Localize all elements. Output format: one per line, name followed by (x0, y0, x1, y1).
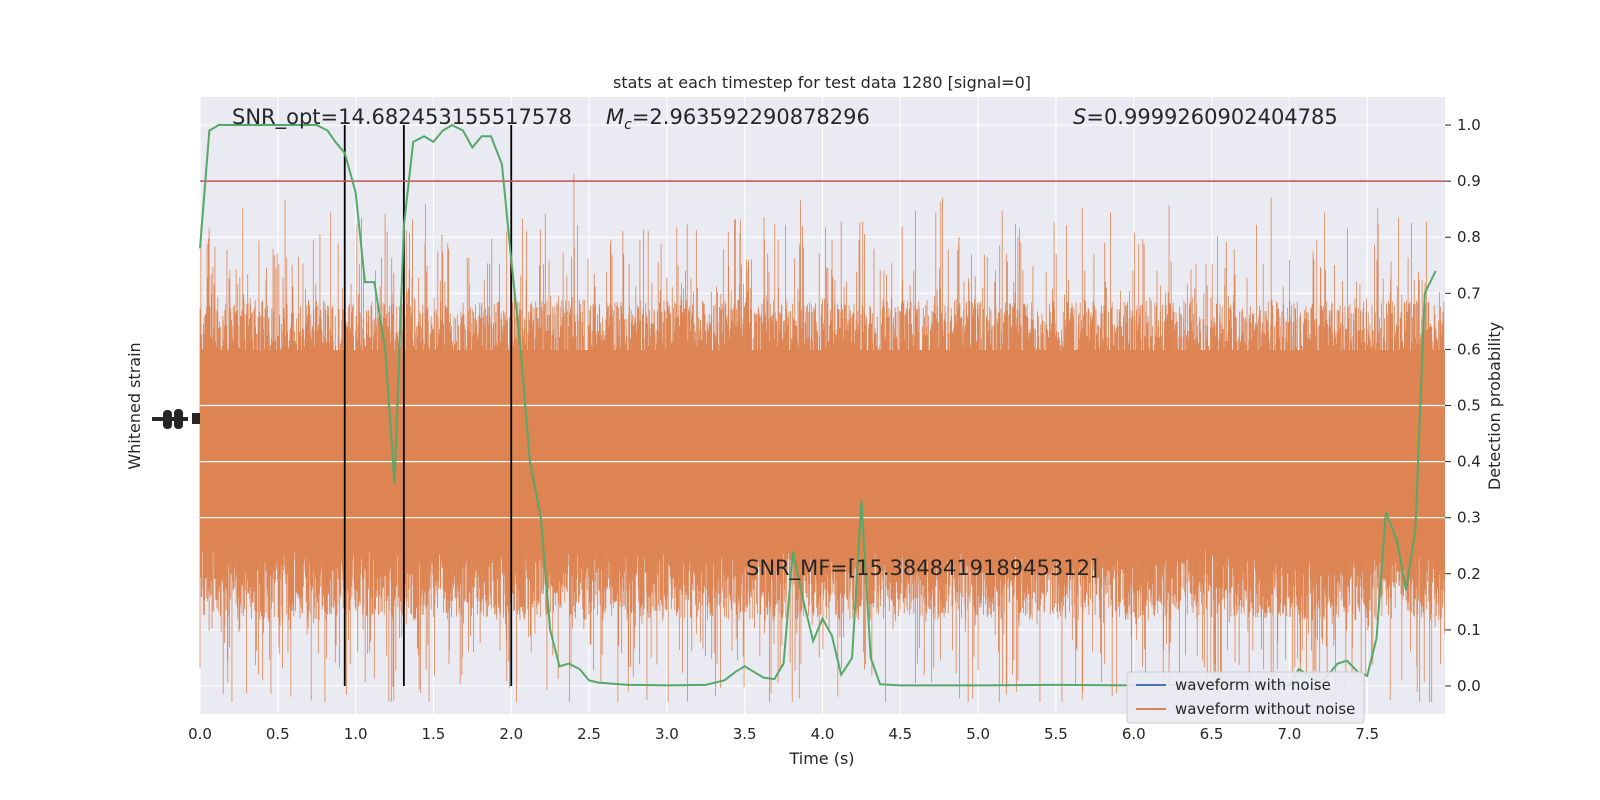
snr-opt-annotation: SNR_opt=14.682453155517578 (232, 105, 572, 130)
y-tick-label: 0.0 (1457, 677, 1481, 695)
legend: waveform with noise waveform without noi… (1126, 671, 1365, 724)
chart-title: stats at each timestep for test data 128… (613, 73, 1031, 92)
s-symbol: S (1073, 105, 1086, 129)
x-axis-label: Time (s) (788, 749, 854, 768)
y-tick-label: 0.4 (1457, 453, 1481, 471)
chirp-mass-value: =2.963592290878296 (632, 105, 870, 129)
left-tick-clutter (152, 409, 200, 429)
x-tick-label: 2.5 (577, 725, 601, 743)
y-tick-label: 0.3 (1457, 509, 1481, 527)
x-tick-label: 6.0 (1122, 725, 1146, 743)
x-tick-label: 0.0 (188, 725, 212, 743)
legend-label-with-noise: waveform with noise (1175, 676, 1331, 694)
snr-mf-annotation: SNR_MF=[15.384841918945312] (746, 556, 1098, 581)
x-tick-labels: 0.0 0.5 1.0 1.5 2.0 2.5 3.0 3.5 4.0 4.5 5.0 5.5 6.0 6… (188, 725, 1379, 743)
x-tick-label: 4.0 (811, 725, 835, 743)
y-tick-label: 0.6 (1457, 340, 1481, 358)
y-tick-label: 0.7 (1457, 284, 1481, 302)
x-tick-label: 5.5 (1044, 725, 1068, 743)
x-tick-label: 4.5 (888, 725, 912, 743)
right-y-axis-label: Detection probability (1485, 322, 1504, 490)
y-tick-label: 0.9 (1457, 172, 1481, 190)
legend-box (1126, 671, 1365, 724)
y-tick-label: 0.5 (1457, 397, 1481, 415)
x-tick-label: 3.0 (655, 725, 679, 743)
right-y-tick-labels: 0.0 0.1 0.2 0.3 0.4 0.5 0.6 0.7 0.8 0.9 1.0 (1445, 116, 1481, 695)
chirp-mass-subscript: c (624, 117, 632, 133)
chirp-mass-annotation: Mc=2.963592290878296 (606, 105, 870, 133)
chirp-mass-symbol: M (606, 105, 624, 129)
y-tick-label: 0.2 (1457, 565, 1481, 583)
left-y-axis-label: Whitened strain (125, 342, 144, 469)
x-tick-label: 7.5 (1355, 725, 1379, 743)
x-tick-label: 6.5 (1200, 725, 1224, 743)
s-value: =0.9999260902404785 (1086, 105, 1337, 129)
y-tick-label: 0.8 (1457, 228, 1481, 246)
y-tick-label: 1.0 (1457, 116, 1481, 134)
y-tick-label: 0.1 (1457, 621, 1481, 639)
legend-label-without-noise: waveform without noise (1175, 700, 1355, 718)
x-tick-label: 2.0 (499, 725, 523, 743)
x-tick-label: 1.0 (344, 725, 368, 743)
x-tick-label: 3.5 (733, 725, 757, 743)
strain-core (200, 350, 1445, 522)
x-tick-label: 5.0 (966, 725, 990, 743)
x-tick-label: 7.0 (1277, 725, 1301, 743)
strain-waveform (199, 173, 1445, 702)
s-annotation: S=0.9999260902404785 (1073, 105, 1338, 129)
x-tick-label: 1.5 (422, 725, 446, 743)
x-tick-label: 0.5 (266, 725, 290, 743)
